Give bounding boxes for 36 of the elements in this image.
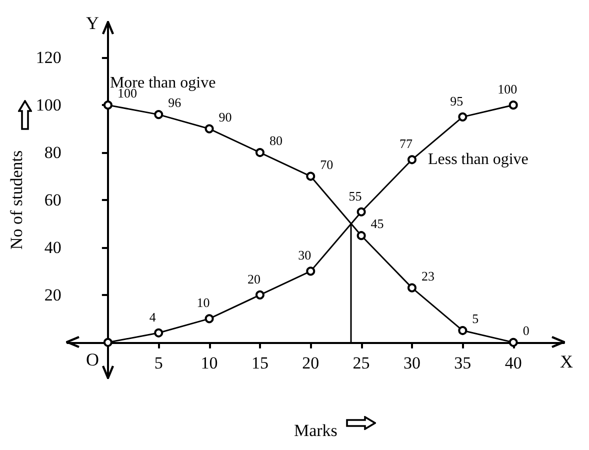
data-label: 23	[421, 268, 434, 284]
series-label: Less than ogive	[428, 151, 528, 168]
y-tick-label: 60	[44, 190, 62, 210]
data-label: 10	[196, 295, 210, 310]
data-label: 70	[320, 156, 334, 172]
y-tick-label: 120	[36, 48, 62, 68]
y-tick-label: 40	[44, 238, 62, 257]
data-label: 100	[498, 82, 518, 97]
x-tick-label: 40	[504, 353, 522, 372]
data-label: 20	[247, 271, 260, 286]
data-label: 5	[472, 311, 479, 326]
data-label: 0	[522, 322, 530, 338]
y-tick-label: 20	[44, 285, 62, 304]
data-label: 96	[168, 95, 182, 110]
annotation: X	[560, 351, 573, 372]
data-label: 45	[370, 216, 384, 232]
data-label: 80	[269, 133, 282, 148]
x-tick-label: 35	[454, 353, 472, 372]
annotation: Y	[86, 13, 99, 33]
data-label: 30	[298, 248, 312, 263]
data-label: 77	[399, 136, 413, 152]
x-tick-label: 15	[251, 353, 268, 372]
y-tick-label: 80	[44, 143, 62, 162]
data-label: 55	[348, 188, 362, 204]
data-label: 4	[149, 309, 156, 324]
data-label: 95	[450, 93, 464, 108]
x-tick-label: 20	[302, 353, 320, 372]
y-tick-label: 100	[36, 96, 62, 115]
y-axis-title: No of students	[7, 150, 26, 250]
x-tick-label: 10	[200, 353, 218, 372]
x-tick-label: 5	[154, 353, 163, 372]
x-tick-label: 25	[352, 353, 370, 372]
x-axis-title: Marks	[294, 421, 338, 440]
data-label: 90	[218, 109, 232, 124]
x-tick-label: 30	[403, 353, 420, 372]
annotation: O	[86, 349, 99, 370]
